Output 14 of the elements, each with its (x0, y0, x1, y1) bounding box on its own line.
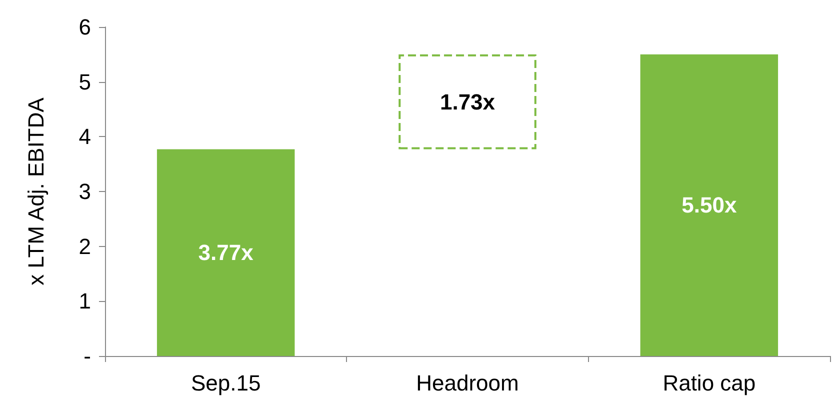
y-axis-title: x LTM Adj. EBITDA (24, 97, 48, 286)
y-tick-label: 6 (78, 14, 91, 40)
y-tick-label: - (84, 344, 91, 368)
y-tick-label: 1 (78, 288, 91, 314)
y-tick-label: 3 (78, 179, 91, 204)
data-label: 3.77x (198, 240, 254, 266)
data-label: 1.73x (440, 89, 496, 114)
y-tick-label: 4 (78, 124, 91, 150)
x-tick-label: Sep.15 (190, 370, 261, 396)
x-tick-label: Headroom (416, 370, 519, 396)
x-tick-label: Ratio cap (662, 370, 756, 396)
y-tick-label: 2 (78, 234, 91, 259)
y-tick-label: 5 (78, 69, 91, 94)
data-label: 5.50x (682, 192, 738, 218)
